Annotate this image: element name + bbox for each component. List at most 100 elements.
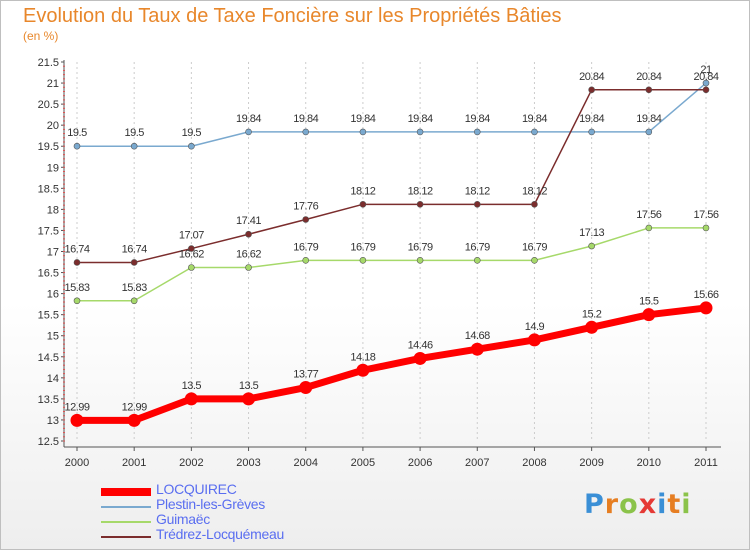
data-point xyxy=(416,128,424,136)
data-label: 14.18 xyxy=(350,351,375,363)
data-point xyxy=(245,264,252,271)
data-point xyxy=(73,297,81,305)
data-label: 16.79 xyxy=(408,241,433,253)
data-point xyxy=(531,128,538,136)
logo-letter: x xyxy=(638,489,658,520)
logo-letter: P xyxy=(584,489,605,520)
data-label: 17.76 xyxy=(293,200,318,212)
data-label: 19.5 xyxy=(182,127,202,139)
data-label: 19.84 xyxy=(465,113,490,125)
logo-letter: t xyxy=(667,489,682,520)
data-point xyxy=(302,257,310,264)
data-point xyxy=(588,86,595,94)
data-label: 19.84 xyxy=(293,113,318,125)
x-tick-labels: 2000 2001 2002 2003 2004 2005 2006 2007 2008 2009… xyxy=(65,457,718,469)
y-tick-label: 16 xyxy=(47,289,59,301)
data-label: 18.12 xyxy=(522,185,547,197)
data-label: 20.84 xyxy=(636,71,661,83)
data-point xyxy=(130,297,138,305)
data-label: 17.56 xyxy=(693,209,718,221)
data-label: 16.74 xyxy=(64,243,89,255)
y-tick-label: 15.5 xyxy=(38,310,59,322)
data-point xyxy=(188,142,195,150)
data-point xyxy=(588,128,595,136)
grid xyxy=(76,62,707,441)
series-line xyxy=(73,304,710,424)
y-tick-label: 20.5 xyxy=(38,99,59,111)
x-tick-label: 2005 xyxy=(351,457,375,469)
data-point xyxy=(645,128,653,136)
data-label: 16.79 xyxy=(350,241,375,253)
y-tick-label: 19 xyxy=(47,162,59,174)
data-point xyxy=(70,413,84,427)
legend-swatch xyxy=(101,536,151,538)
data-label: 19.84 xyxy=(350,113,375,125)
y-tick-label: 21.5 xyxy=(38,57,59,69)
chart-title: Evolution du Taux de Taxe Foncière sur l… xyxy=(23,5,562,27)
data-label: 16.79 xyxy=(293,241,318,253)
legend-label: Plestin-les-Grèves xyxy=(156,496,265,512)
axes xyxy=(61,60,721,451)
series-line xyxy=(76,89,707,264)
data-label: 12.99 xyxy=(122,401,147,413)
data-label: 18.12 xyxy=(350,185,375,197)
data-point xyxy=(416,257,424,264)
data-label: 19.84 xyxy=(579,113,604,125)
y-tick-label: 12.5 xyxy=(38,436,59,448)
data-label: 17.13 xyxy=(579,227,604,239)
y-tick-label: 17 xyxy=(47,247,59,259)
y-tick-label: 20 xyxy=(47,120,59,132)
x-tick-label: 2001 xyxy=(122,457,146,469)
unit-label: (en %) xyxy=(23,29,59,43)
data-label: 19.84 xyxy=(636,113,661,125)
data-point xyxy=(702,79,710,87)
data-point xyxy=(359,257,367,264)
data-label: 18.12 xyxy=(465,185,490,197)
y-tick-label: 17.5 xyxy=(38,225,59,237)
y-tick-label: 14 xyxy=(47,373,59,385)
data-label: 13.5 xyxy=(182,380,202,392)
data-point xyxy=(470,342,484,356)
data-label: 19.84 xyxy=(522,113,547,125)
x-tick-label: 2004 xyxy=(293,457,317,469)
logo-letter: i xyxy=(681,489,692,520)
data-point xyxy=(127,413,141,427)
logo-letter: i xyxy=(657,489,668,520)
data-point xyxy=(73,259,81,266)
data-label: 16.74 xyxy=(122,243,147,255)
data-label: 15.5 xyxy=(639,296,659,308)
data-point xyxy=(356,363,370,377)
data-label: 16.62 xyxy=(236,249,261,261)
x-tick-label: 2000 xyxy=(65,457,89,469)
data-label: 15.2 xyxy=(582,308,602,320)
data-point xyxy=(302,216,310,223)
data-label: 16.79 xyxy=(522,241,547,253)
x-tick-label: 2008 xyxy=(522,457,546,469)
data-label: 19.84 xyxy=(236,113,261,125)
data-label: 16.79 xyxy=(465,241,490,253)
data-point xyxy=(699,301,713,315)
data-label: 17.41 xyxy=(236,215,261,227)
logo-letter: r xyxy=(604,489,620,520)
data-point xyxy=(527,333,541,347)
y-tick-label: 13 xyxy=(47,415,59,427)
data-label: 12.99 xyxy=(64,401,89,413)
data-point xyxy=(702,86,710,94)
x-tick-label: 2002 xyxy=(179,457,203,469)
x-tick-label: 2011 xyxy=(694,457,718,469)
logo-letter: o xyxy=(619,489,639,520)
series-lines xyxy=(73,82,710,424)
data-label: 21 xyxy=(700,64,712,76)
data-point xyxy=(359,201,367,208)
y-tick-labels: 12.5 13 13.5 14 14.5 15 15.5 16 16.5 17 17.5 18 18.5… xyxy=(38,57,59,448)
data-point xyxy=(188,245,195,252)
legend-label: Trédrez-Locquémeau xyxy=(156,526,284,542)
data-label: 14.9 xyxy=(525,321,545,333)
x-tick-label: 2010 xyxy=(637,457,661,469)
data-label: 18.12 xyxy=(408,185,433,197)
data-point xyxy=(531,257,538,264)
data-label: 19.5 xyxy=(124,127,144,139)
data-label: 19.5 xyxy=(67,127,87,139)
